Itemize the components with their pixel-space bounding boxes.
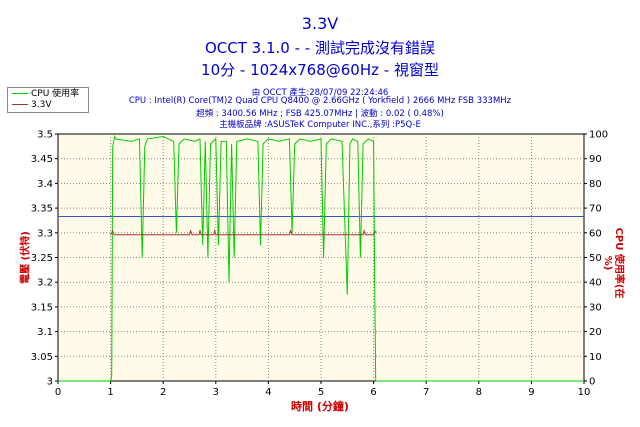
y-tick-label-left: 3.35 (31, 204, 53, 215)
info-generated: 由 OCCT 產生:28/07/09 22:24:46 (251, 88, 389, 98)
y-tick-label-right: 100 (589, 130, 608, 141)
x-tick-label: 3 (213, 387, 219, 398)
y-tick-label-right: 0 (589, 377, 595, 388)
y-tick-label-right: 90 (589, 154, 602, 165)
x-tick-label: 9 (528, 387, 534, 398)
y-tick-label-right: 20 (589, 327, 602, 338)
x-tick-label: 7 (423, 387, 429, 398)
y-tick-label-left: 3.2 (37, 278, 53, 289)
x-tick-label: 1 (107, 387, 113, 398)
y-axis-label-left: 電壓 (伏特) (20, 231, 32, 284)
x-tick-label: 10 (578, 387, 591, 398)
legend-swatch-3v3 (12, 104, 28, 105)
y-tick-label-right: 70 (589, 204, 602, 215)
legend-swatch-cpu (12, 93, 28, 94)
y-tick-label-right: 10 (589, 352, 602, 363)
legend: CPU 使用率 3.3V (7, 87, 89, 113)
y-tick-label-right: 30 (589, 302, 602, 313)
x-tick-label: 0 (55, 387, 61, 398)
legend-label-3v3: 3.3V (31, 100, 52, 110)
y-axis-label-right: CPU 使用率(在 %) (602, 227, 624, 299)
x-tick-label: 2 (160, 387, 166, 398)
y-tick-label-left: 3.4 (37, 179, 53, 190)
x-tick-label: 6 (370, 387, 376, 398)
info-motherboard: 主機板品牌 :ASUSTeK Computer INC.,系列 :P5Q-E (219, 120, 421, 130)
y-tick-label-left: 3.05 (31, 352, 53, 363)
chart-subtitle-2: 10分 - 1024x768@60Hz - 視窗型 (201, 61, 439, 79)
y-tick-label-right: 40 (589, 278, 602, 289)
y-tick-label-right: 50 (589, 253, 602, 264)
y-tick-label-left: 3.5 (37, 130, 53, 141)
y-tick-label-left: 3 (47, 377, 53, 388)
y-tick-label-left: 3.25 (31, 253, 53, 264)
series-line-3v3 (110, 228, 377, 236)
x-tick-label: 8 (476, 387, 482, 398)
info-cpu: CPU : Intel(R) Core(TM)2 Quad CPU Q8400 … (128, 96, 512, 106)
y-tick-label-left: 3.15 (31, 302, 53, 313)
y-tick-label-left: 3.3 (37, 228, 53, 239)
info-overclock: 超頻 : 3400.56 MHz ; FSB 425.07MHz | 波動 : … (196, 109, 444, 119)
y-tick-label-right: 60 (589, 228, 602, 239)
y-tick-label-right: 80 (589, 179, 602, 190)
x-tick-label: 5 (318, 387, 324, 398)
chart-subtitle: OCCT 3.1.0 - - 測試完成沒有錯誤 (205, 39, 435, 57)
y-tick-label-left: 3.45 (31, 154, 53, 165)
x-tick-label: 4 (265, 387, 271, 398)
series-line-cpu (58, 134, 584, 382)
chart-title: 3.3V (301, 14, 339, 33)
x-axis-label: 時間 (分鐘) (291, 400, 349, 413)
legend-label-cpu: CPU 使用率 (31, 89, 80, 99)
legend-item-3v3: 3.3V (12, 100, 51, 111)
y-tick-label-left: 3.1 (37, 327, 53, 338)
legend-item-cpu: CPU 使用率 (12, 89, 79, 100)
